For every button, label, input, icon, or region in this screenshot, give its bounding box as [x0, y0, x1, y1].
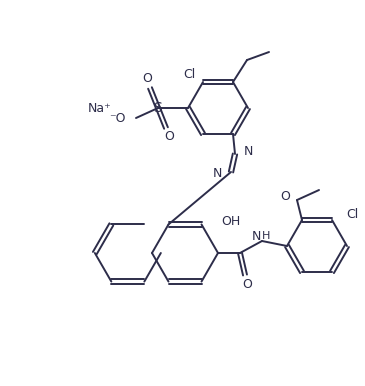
Text: S: S [154, 101, 162, 115]
Text: N: N [213, 168, 222, 181]
Text: OH: OH [222, 215, 241, 228]
Text: N: N [251, 230, 261, 242]
Text: O: O [142, 73, 152, 86]
Text: Cl: Cl [346, 208, 358, 220]
Text: N: N [244, 146, 253, 159]
Text: H: H [262, 231, 270, 241]
Text: Na⁺: Na⁺ [88, 102, 112, 115]
Text: O: O [280, 190, 290, 203]
Text: Cl: Cl [183, 68, 195, 81]
Text: O: O [164, 130, 174, 144]
Text: ⁻O: ⁻O [110, 112, 126, 125]
Text: O: O [242, 278, 252, 291]
